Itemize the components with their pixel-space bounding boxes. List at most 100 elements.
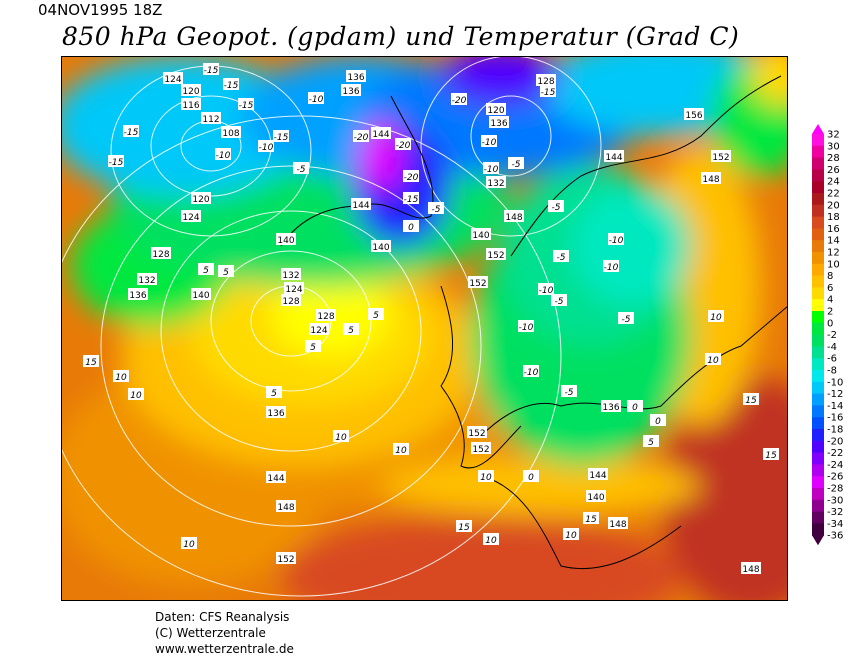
temperature-label: 10: [707, 356, 719, 366]
geopotential-label-bg: [341, 84, 361, 96]
colorbar-band: [812, 252, 824, 265]
temperature-label: 5: [223, 268, 229, 278]
geopotential-label: 140: [372, 243, 389, 253]
geopotential-label: 152: [712, 153, 729, 163]
geopotential-label: 136: [342, 87, 359, 97]
colorbar-band: [812, 134, 824, 147]
temperature-label: 15: [765, 451, 777, 461]
geopotential-label-bg: [284, 282, 304, 294]
colorbar-band: [812, 275, 824, 288]
colorbar-label: 22: [827, 189, 840, 200]
temperature-label: -5: [297, 165, 306, 175]
temperature-label: 0: [528, 473, 534, 483]
geopotential-label: 152: [469, 279, 486, 289]
colorbar-label: -34: [827, 519, 843, 530]
colorbar-label: 32: [827, 130, 840, 141]
temperature-label: 5: [348, 326, 354, 336]
temperature-label-bg: [203, 63, 219, 75]
colorbar-label: 18: [827, 212, 840, 223]
temperature-label: -15: [239, 101, 254, 111]
coastlines: [280, 75, 788, 570]
colorbar-band: [812, 287, 824, 300]
geopotential-label: 132: [138, 276, 155, 286]
temperature-label: -10: [484, 165, 499, 175]
colorbar-label: 30: [827, 141, 840, 152]
temperature-label-bg: [708, 310, 724, 322]
geopotential-label-bg: [504, 210, 524, 222]
geopotential-label-bg: [181, 98, 201, 110]
geopotential-label: 140: [277, 236, 294, 246]
temperature-label-bg: [563, 528, 579, 540]
temperature-label-bg: [108, 155, 124, 167]
temperature-label: 5: [203, 266, 209, 276]
geopotential-label-bg: [467, 426, 487, 438]
colorbar-label: -24: [827, 460, 843, 471]
colorbar-label: 10: [827, 259, 840, 270]
colorbar-arrow-bottom: [812, 535, 824, 546]
colorbar-label: -36: [827, 531, 843, 542]
temperature-label-bg: [705, 353, 721, 365]
geopotential-label-bg: [601, 400, 621, 412]
temperature-label-bg: [540, 85, 556, 97]
geopotential-label-bg: [371, 127, 391, 139]
temperature-label-bg: [561, 385, 577, 397]
colorbar-label: 6: [827, 283, 833, 294]
colorbar-band: [812, 393, 824, 406]
colorbar-band: [812, 322, 824, 336]
colorbar-label: 2: [827, 307, 833, 318]
geopotential-label-bg: [128, 288, 148, 300]
colorbar-band: [812, 228, 824, 241]
colorbar-band: [812, 499, 824, 513]
geopotential-label: 128: [152, 250, 169, 260]
temperature-label: 5: [648, 438, 654, 448]
colorbar-label: -26: [827, 472, 843, 483]
geopotential-label: 152: [468, 429, 485, 439]
temperature-label-bg: [181, 537, 197, 549]
temperature-label-bg: [403, 170, 419, 182]
temperature-label: 10: [480, 473, 492, 483]
geopotential-label: 120: [487, 106, 504, 116]
temperature-label: -10: [539, 286, 554, 296]
geopotential-label-bg: [201, 112, 221, 124]
colorbar-label: -8: [827, 366, 837, 377]
temperature-label-bg: [608, 233, 624, 245]
weather-map: 1241201161121081361361281441441401281241…: [61, 56, 788, 601]
geopotential-label: 148: [505, 213, 522, 223]
temperature-label: -10: [309, 95, 324, 105]
website-link[interactable]: www.wetterzentrale.de: [155, 642, 294, 656]
temperature-label: -15: [124, 128, 139, 138]
temperature-label: 15: [458, 523, 470, 533]
colorbar-arrow-top: [812, 124, 824, 134]
colorbar-label: 20: [827, 200, 840, 211]
temperature-label: -15: [404, 195, 419, 205]
temperature-label-bg: [483, 162, 499, 174]
geopotential-label: 144: [352, 201, 369, 211]
contour-labels: 1241201161121081361361281441441401281241…: [83, 63, 779, 575]
colorbar-band: [812, 169, 824, 182]
colorbar-label: 8: [827, 271, 833, 282]
temperature-label-bg: [518, 320, 534, 332]
temperature-colorbar: 32302826242220181614121086420-2-4-6-8-10…: [812, 124, 843, 546]
geopotential-label: 136: [602, 403, 619, 413]
temperature-label-bg: [523, 365, 539, 377]
geopotential-label-bg: [489, 116, 509, 128]
geopotential-label-bg: [266, 406, 286, 418]
geopotential-label: 120: [192, 195, 209, 205]
temperature-label-bg: [395, 138, 411, 150]
colorbar-band: [812, 216, 824, 229]
temperature-label-bg: [403, 192, 419, 204]
geopotential-label: 148: [277, 503, 294, 513]
colorbar-band: [812, 311, 824, 324]
temperature-label-bg: [223, 78, 239, 90]
colorbar-label: 24: [827, 177, 840, 188]
colorbar-label: 12: [827, 248, 840, 259]
colorbar-label: -32: [827, 507, 843, 518]
geopotential-label-bg: [608, 517, 628, 529]
geopotential-label-bg: [266, 471, 286, 483]
temperature-label: 15: [85, 358, 97, 368]
map-title: 850 hPa Geopot. (gpdam) und Temperatur (…: [62, 22, 740, 51]
temperature-label-bg: [266, 386, 282, 398]
temperature-label: -10: [216, 151, 231, 161]
temperature-label: -10: [519, 323, 534, 333]
temperature-label-bg: [538, 283, 554, 295]
